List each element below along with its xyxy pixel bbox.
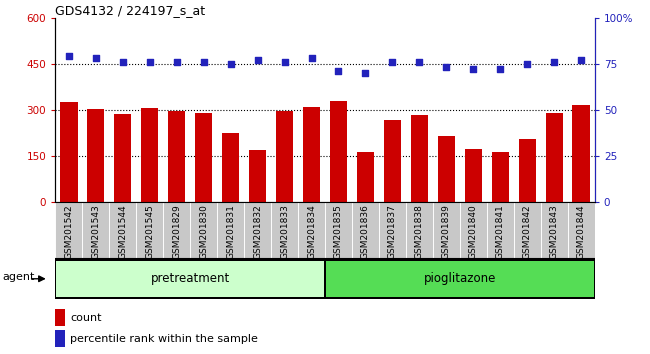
Bar bbox=[57, 261, 324, 297]
Point bbox=[495, 67, 506, 72]
Point bbox=[252, 57, 263, 63]
Bar bbox=[271, 202, 298, 258]
Bar bbox=[514, 202, 541, 258]
Text: GSM201832: GSM201832 bbox=[253, 205, 262, 259]
Bar bbox=[244, 202, 271, 258]
Text: GSM201836: GSM201836 bbox=[361, 205, 370, 259]
Bar bbox=[136, 202, 163, 258]
Bar bbox=[168, 111, 185, 202]
Text: GSM201835: GSM201835 bbox=[334, 205, 343, 259]
Point bbox=[64, 53, 74, 59]
Bar bbox=[519, 139, 536, 202]
Bar bbox=[276, 111, 293, 202]
Bar bbox=[433, 202, 460, 258]
Point bbox=[280, 59, 290, 65]
Bar bbox=[573, 105, 590, 202]
Bar bbox=[379, 202, 406, 258]
Bar bbox=[109, 202, 136, 258]
Text: GSM201838: GSM201838 bbox=[415, 205, 424, 259]
Bar bbox=[406, 202, 433, 258]
Text: GSM201834: GSM201834 bbox=[307, 205, 316, 259]
Text: GSM201830: GSM201830 bbox=[199, 205, 208, 259]
Point bbox=[360, 70, 370, 76]
Bar bbox=[87, 109, 105, 202]
Bar bbox=[545, 113, 563, 202]
Bar bbox=[55, 330, 65, 347]
Text: agent: agent bbox=[3, 272, 35, 282]
Text: GSM201833: GSM201833 bbox=[280, 205, 289, 259]
Point bbox=[90, 55, 101, 61]
Bar bbox=[82, 202, 109, 258]
Bar bbox=[460, 202, 487, 258]
Point bbox=[226, 61, 236, 67]
Bar bbox=[411, 115, 428, 202]
Text: pioglitazone: pioglitazone bbox=[424, 272, 496, 285]
Point bbox=[144, 59, 155, 65]
Text: GSM201829: GSM201829 bbox=[172, 205, 181, 259]
Text: GSM201544: GSM201544 bbox=[118, 205, 127, 259]
Bar bbox=[465, 149, 482, 202]
Text: GSM201843: GSM201843 bbox=[550, 205, 559, 259]
Point bbox=[387, 59, 398, 65]
Bar bbox=[249, 150, 266, 202]
Point bbox=[306, 55, 317, 61]
Point bbox=[198, 59, 209, 65]
Bar bbox=[60, 102, 77, 202]
Point bbox=[468, 67, 478, 72]
Bar bbox=[352, 202, 379, 258]
Bar bbox=[163, 202, 190, 258]
Point bbox=[549, 59, 560, 65]
Point bbox=[118, 59, 128, 65]
Text: GSM201542: GSM201542 bbox=[64, 205, 73, 259]
Text: GSM201841: GSM201841 bbox=[496, 205, 505, 259]
Point bbox=[414, 59, 424, 65]
Text: GSM201831: GSM201831 bbox=[226, 205, 235, 259]
Bar bbox=[303, 107, 320, 202]
Text: GSM201837: GSM201837 bbox=[388, 205, 397, 259]
Bar bbox=[357, 152, 374, 202]
Text: GSM201844: GSM201844 bbox=[577, 205, 586, 259]
Bar bbox=[491, 152, 509, 202]
Bar bbox=[487, 202, 514, 258]
Text: percentile rank within the sample: percentile rank within the sample bbox=[70, 333, 258, 343]
Bar bbox=[190, 202, 217, 258]
Bar bbox=[325, 202, 352, 258]
Bar bbox=[298, 202, 325, 258]
Text: GSM201840: GSM201840 bbox=[469, 205, 478, 259]
Bar bbox=[568, 202, 595, 258]
Bar bbox=[55, 202, 83, 258]
Point bbox=[172, 59, 182, 65]
Text: GSM201543: GSM201543 bbox=[91, 205, 100, 259]
Bar bbox=[114, 114, 131, 202]
Bar bbox=[330, 101, 347, 202]
Text: pretreatment: pretreatment bbox=[151, 272, 229, 285]
Point bbox=[522, 61, 532, 67]
Bar bbox=[437, 136, 455, 202]
Point bbox=[441, 64, 452, 70]
Bar bbox=[384, 120, 401, 202]
Text: GSM201839: GSM201839 bbox=[442, 205, 451, 259]
Bar bbox=[217, 202, 244, 258]
Bar bbox=[326, 261, 593, 297]
Bar bbox=[141, 108, 159, 202]
Bar bbox=[195, 113, 213, 202]
Point bbox=[576, 57, 586, 63]
Text: GDS4132 / 224197_s_at: GDS4132 / 224197_s_at bbox=[55, 4, 205, 17]
Point bbox=[333, 68, 344, 74]
Text: GSM201842: GSM201842 bbox=[523, 205, 532, 259]
Bar bbox=[222, 133, 239, 202]
Text: count: count bbox=[70, 313, 102, 323]
Bar bbox=[541, 202, 568, 258]
Text: GSM201545: GSM201545 bbox=[145, 205, 154, 259]
Bar bbox=[55, 309, 65, 326]
